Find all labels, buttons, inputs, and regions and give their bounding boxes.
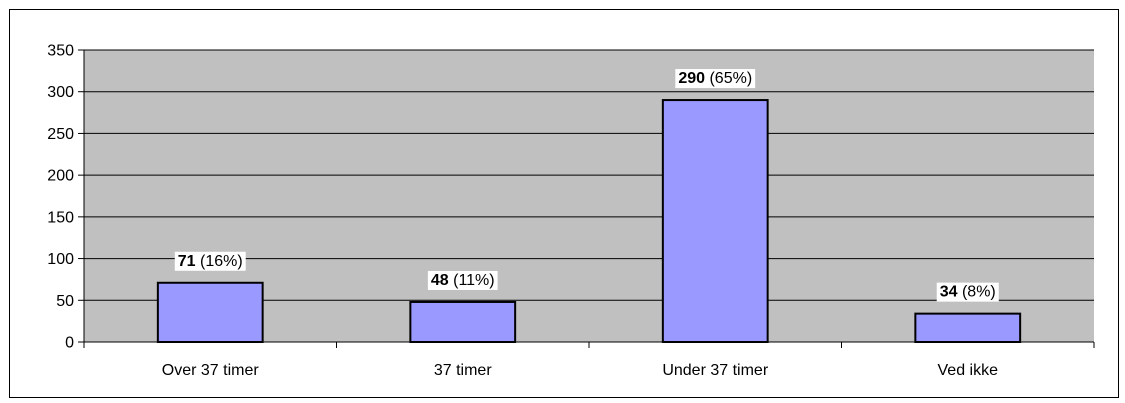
y-tick-label: 250	[47, 126, 74, 143]
data-label-background	[427, 270, 498, 290]
data-label-value: 48	[431, 272, 449, 289]
data-label-value: 34	[940, 284, 958, 301]
data-label-text: 71 (16%)	[178, 253, 243, 270]
y-axis-tick-labels: 0 50 100 150 200 250 300 350	[47, 43, 74, 352]
x-category-label: Over 37 timer	[162, 362, 260, 379]
data-label-value: 290	[678, 70, 705, 87]
data-label: 34 (8%)	[936, 282, 999, 302]
y-tick-label: 100	[47, 251, 74, 268]
data-label: 71 (16%)	[174, 251, 246, 271]
y-tick-label: 50	[56, 293, 74, 310]
x-category-label: Ved ikke	[938, 362, 999, 379]
data-label-text: 290 (65%)	[678, 70, 752, 87]
data-label-text: 34 (8%)	[940, 284, 996, 301]
y-tick-label: 300	[47, 84, 74, 101]
data-label-value: 71	[178, 253, 196, 270]
data-labels: 71 (16%) 48 (11%) 290 (65%) 34 (8%)	[174, 69, 999, 302]
data-label-text: 48 (11%)	[431, 272, 495, 289]
bar-over-37-timer	[156, 281, 264, 344]
data-label-background	[675, 69, 756, 89]
y-tick-label: 350	[47, 43, 74, 60]
data-label-percent: (8%)	[958, 284, 996, 301]
y-tick-label: 150	[47, 209, 74, 226]
bar-37-timer	[409, 300, 517, 343]
data-label-background	[174, 251, 246, 271]
data-label-percent: (65%)	[705, 70, 752, 87]
x-axis-category-labels: Over 37 timer 37 timer Under 37 timer Ved i…	[162, 362, 998, 379]
bar-under-37-timer	[661, 99, 769, 343]
data-label-percent: (16%)	[196, 253, 243, 270]
y-tick-label: 0	[65, 335, 74, 352]
x-category-label: 37 timer	[434, 362, 492, 379]
gridlines	[84, 49, 1094, 301]
y-tick-label: 200	[47, 168, 74, 185]
data-label-percent: (11%)	[449, 272, 495, 289]
bar-ved-ikke	[914, 312, 1022, 343]
x-category-label: Under 37 timer	[662, 362, 768, 379]
data-label: 290 (65%)	[675, 69, 756, 89]
data-label-background	[936, 282, 999, 302]
data-label: 48 (11%)	[427, 270, 498, 290]
axes	[78, 49, 1095, 348]
